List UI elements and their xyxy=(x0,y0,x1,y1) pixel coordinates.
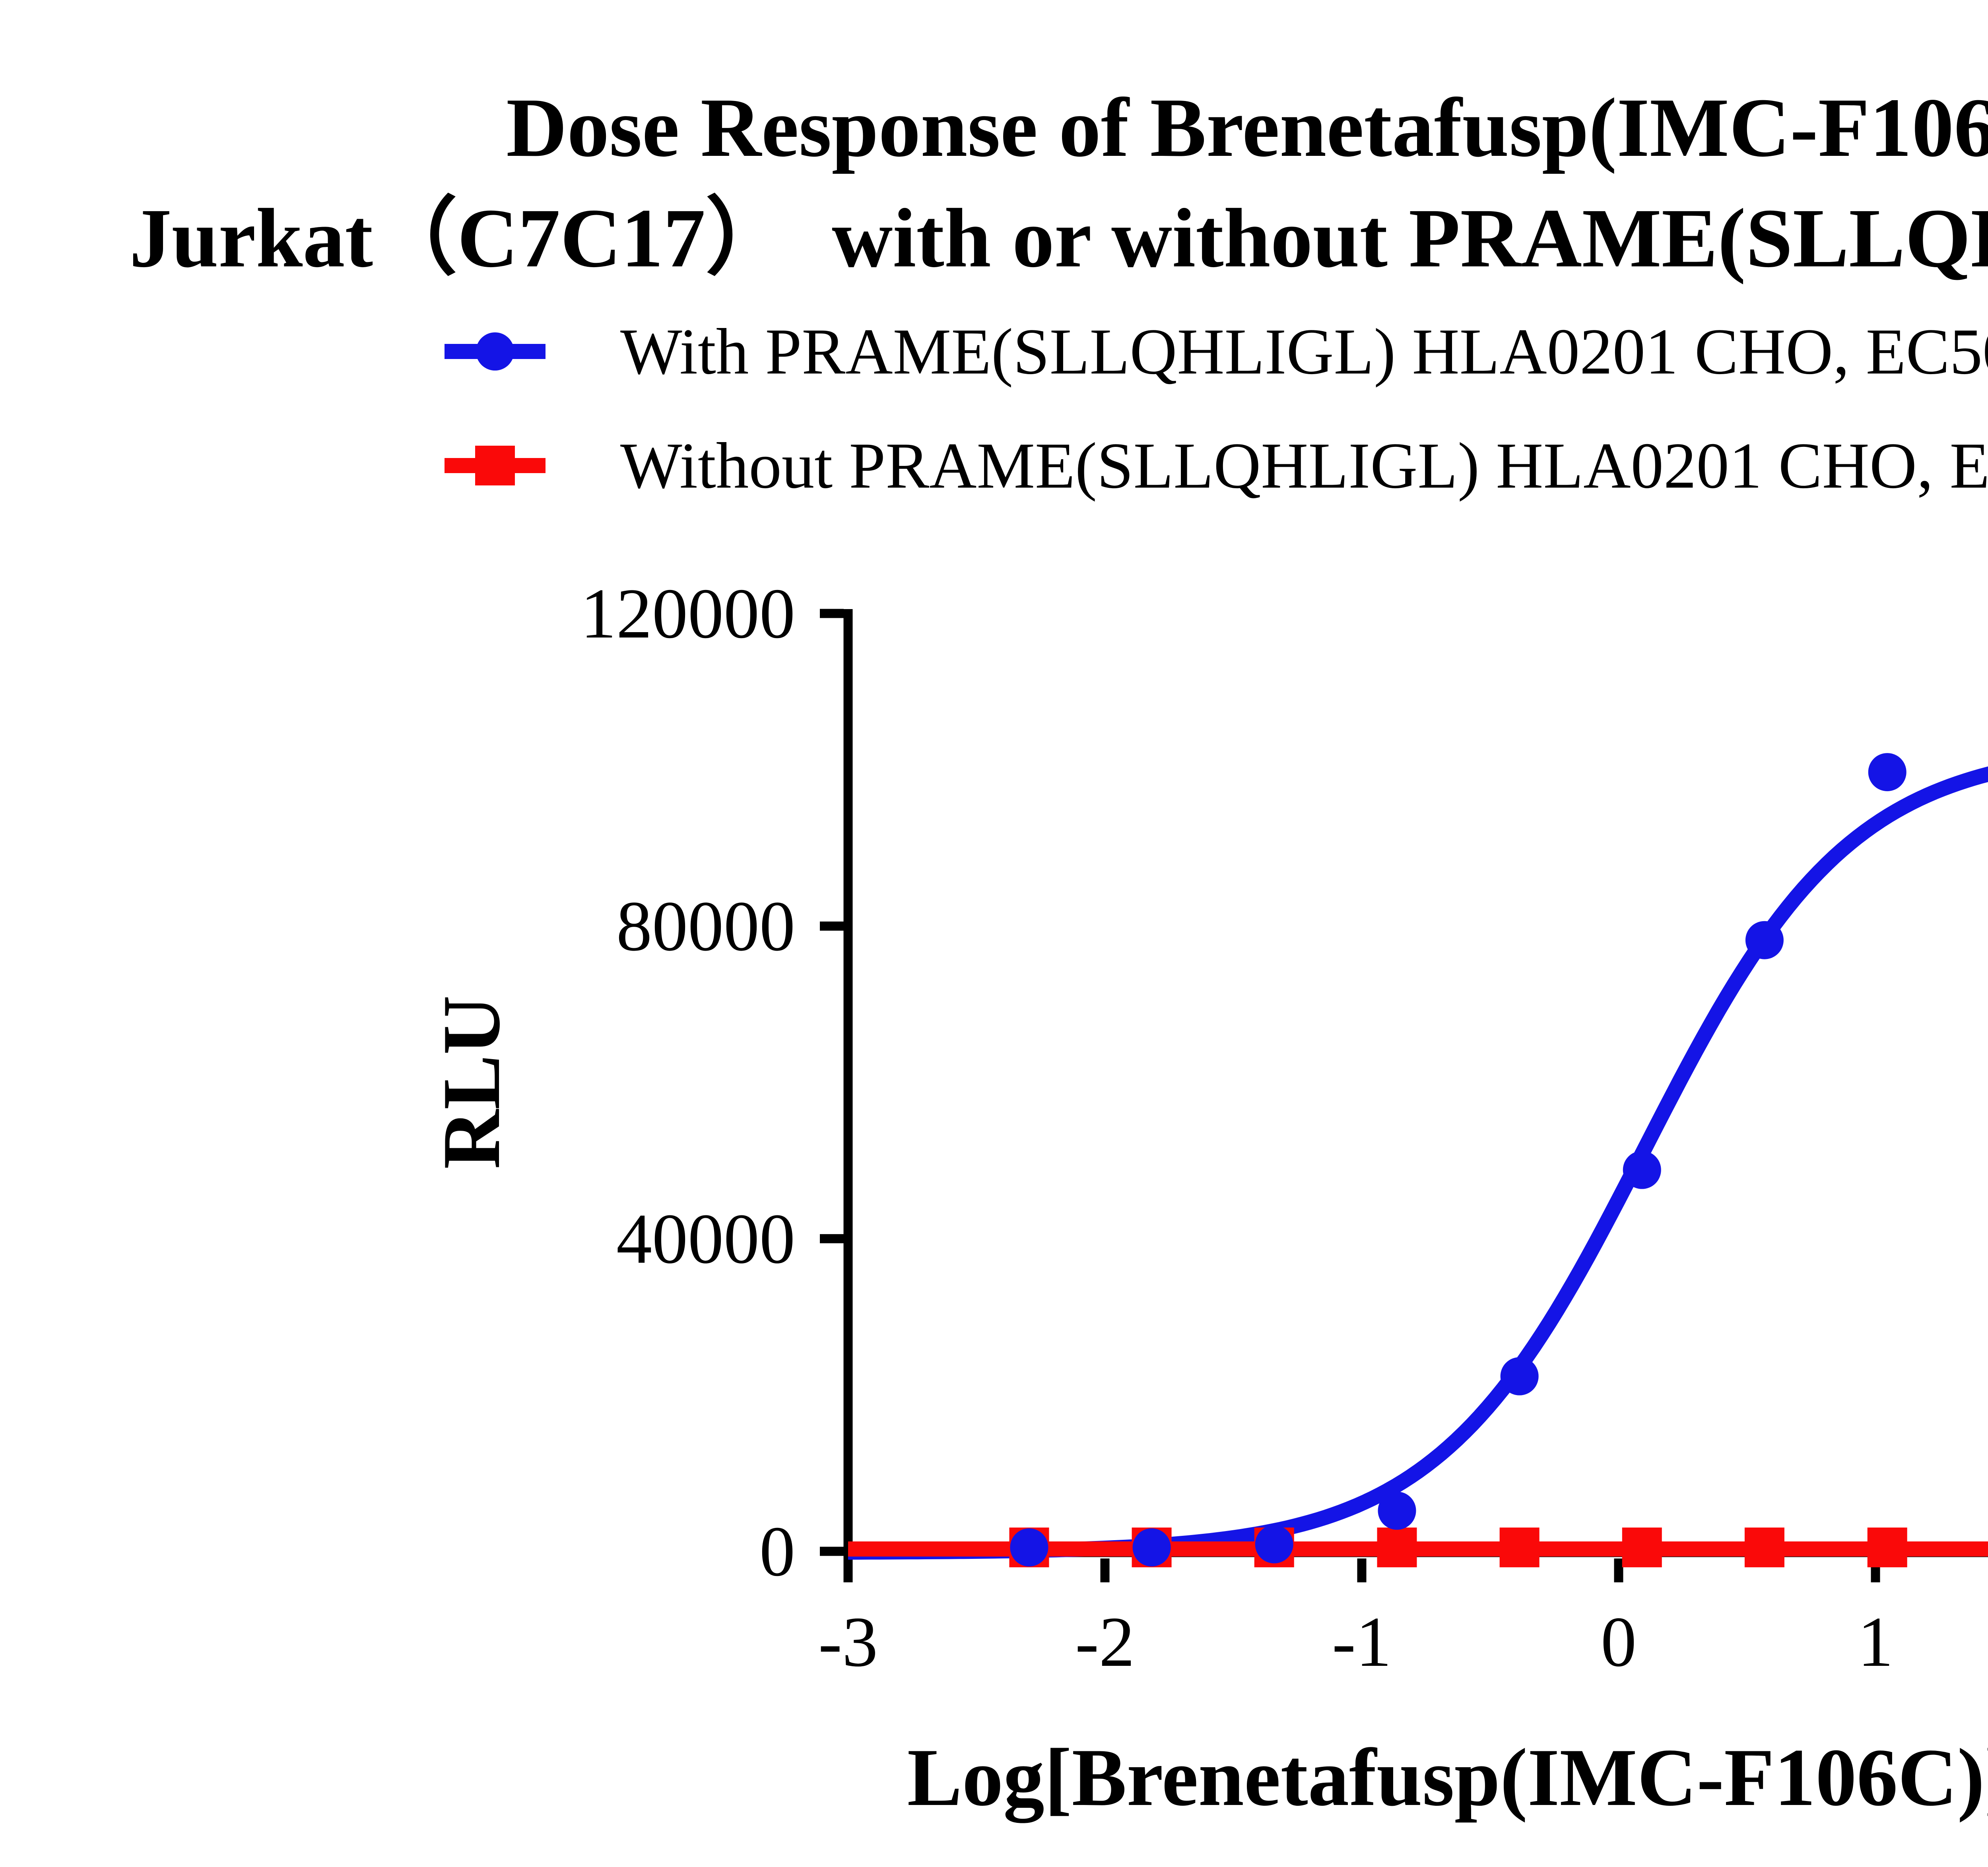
data-point-circle-with-prame xyxy=(1132,1528,1171,1567)
legend-label-with-prame: With PRAME(SLLQHLIGL) HLA0201 CHO, EC50 … xyxy=(620,315,1988,388)
x-axis-title: Log[Brenetafusp(IMC-F106C)] ng/ml xyxy=(907,1732,1988,1823)
legend-label-without-prame: Without PRAME(SLLQHLIGL) HLA0201 CHO, EC… xyxy=(620,429,1988,502)
data-point-square-without-prame xyxy=(1622,1527,1662,1568)
data-point-circle-with-prame xyxy=(1010,1528,1048,1567)
x-tick-label: -2 xyxy=(1075,1602,1135,1681)
y-tick-label: 120000 xyxy=(580,574,795,653)
legend-item-with-prame: With PRAME(SLLQHLIGL) HLA0201 CHO, EC50 … xyxy=(445,315,1988,388)
x-tick-label: 0 xyxy=(1601,1602,1637,1681)
data-point-circle-with-prame xyxy=(1623,1151,1661,1189)
data-point-circle-with-prame xyxy=(1500,1357,1539,1395)
fitted-curve-with-prame xyxy=(848,766,1988,1560)
data-point-square-without-prame xyxy=(1499,1527,1540,1568)
chart-title-line1: Dose Response of Brenetafusp(IMC-F106C) … xyxy=(506,81,1988,174)
chart-title-line2: Jurkat（C7C17） with or without PRAME(SLLQ… xyxy=(130,191,1988,285)
data-point-square-without-prame xyxy=(1867,1527,1907,1568)
data-point-circle-with-prame xyxy=(1745,921,1784,959)
data-series xyxy=(848,753,1988,1568)
y-axis-title: RLU xyxy=(426,995,517,1169)
legend-square-marker-icon xyxy=(475,446,515,485)
legend: With PRAME(SLLQHLIGL) HLA0201 CHO, EC50 … xyxy=(445,315,1988,502)
y-tick-label: 0 xyxy=(759,1512,795,1591)
y-tick-label: 80000 xyxy=(616,887,795,966)
data-point-circle-with-prame xyxy=(1378,1491,1416,1530)
legend-circle-marker-icon xyxy=(476,332,514,371)
legend-item-without-prame: Without PRAME(SLLQHLIGL) HLA0201 CHO, EC… xyxy=(445,429,1988,502)
data-point-circle-with-prame xyxy=(1255,1525,1293,1564)
x-tick-label: -1 xyxy=(1332,1602,1392,1681)
x-tick-label: -3 xyxy=(818,1602,878,1681)
data-point-square-without-prame xyxy=(1377,1527,1417,1568)
data-point-square-without-prame xyxy=(1744,1527,1784,1568)
x-tick-label: 1 xyxy=(1858,1602,1893,1681)
data-point-circle-with-prame xyxy=(1868,753,1906,792)
y-tick-label: 40000 xyxy=(616,1199,795,1278)
